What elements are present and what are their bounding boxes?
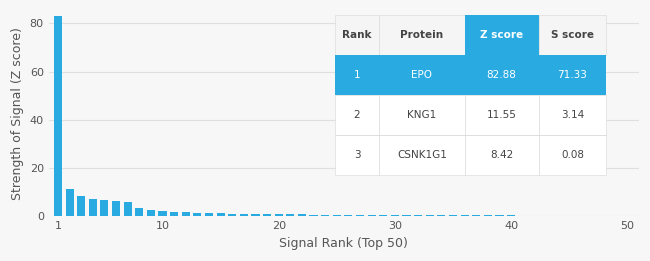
FancyBboxPatch shape (379, 95, 465, 135)
Text: 2: 2 (354, 110, 360, 120)
Bar (89, 199, 97, 216)
Bar (309, 215, 318, 216)
Text: Protein: Protein (400, 30, 443, 40)
Bar (344, 215, 352, 216)
Bar (461, 215, 469, 216)
FancyBboxPatch shape (539, 15, 606, 55)
FancyBboxPatch shape (539, 135, 606, 175)
FancyBboxPatch shape (335, 135, 379, 175)
FancyBboxPatch shape (539, 55, 606, 95)
Text: 11.55: 11.55 (487, 110, 517, 120)
Bar (449, 215, 457, 216)
Y-axis label: Strength of Signal (Z score): Strength of Signal (Z score) (11, 27, 24, 200)
Text: 1: 1 (354, 70, 360, 80)
Bar (437, 215, 445, 216)
FancyBboxPatch shape (379, 15, 465, 55)
Bar (333, 215, 341, 216)
Bar (159, 211, 166, 216)
Bar (112, 201, 120, 216)
Bar (414, 215, 422, 216)
FancyBboxPatch shape (465, 135, 539, 175)
Bar (495, 215, 504, 216)
FancyBboxPatch shape (335, 95, 379, 135)
Text: 82.88: 82.88 (487, 70, 517, 80)
Text: 0.08: 0.08 (561, 150, 584, 160)
Bar (298, 215, 306, 216)
FancyBboxPatch shape (539, 95, 606, 135)
Text: CSNK1G1: CSNK1G1 (397, 150, 447, 160)
Bar (100, 200, 109, 216)
Bar (275, 214, 283, 216)
Bar (216, 213, 225, 216)
Bar (147, 210, 155, 216)
Bar (391, 215, 399, 216)
Bar (484, 215, 492, 216)
Bar (321, 215, 330, 216)
Bar (472, 215, 480, 216)
Bar (402, 215, 411, 216)
Text: KNG1: KNG1 (408, 110, 437, 120)
FancyBboxPatch shape (465, 55, 539, 95)
Bar (228, 213, 237, 216)
Bar (286, 214, 294, 216)
Text: EPO: EPO (411, 70, 432, 80)
Text: Rank: Rank (343, 30, 372, 40)
FancyBboxPatch shape (379, 55, 465, 95)
Bar (77, 196, 85, 216)
X-axis label: Signal Rank (Top 50): Signal Rank (Top 50) (280, 237, 408, 250)
Bar (368, 215, 376, 216)
Bar (252, 214, 259, 216)
FancyBboxPatch shape (379, 135, 465, 175)
FancyBboxPatch shape (335, 15, 379, 55)
Bar (193, 213, 202, 216)
Text: Z score: Z score (480, 30, 523, 40)
Bar (356, 215, 364, 216)
FancyBboxPatch shape (465, 95, 539, 135)
Bar (66, 188, 73, 216)
Text: 8.42: 8.42 (490, 150, 514, 160)
Bar (240, 214, 248, 216)
Bar (182, 212, 190, 216)
Bar (205, 213, 213, 216)
Bar (170, 212, 178, 216)
Bar (379, 215, 387, 216)
Bar (426, 215, 434, 216)
Text: S score: S score (551, 30, 594, 40)
FancyBboxPatch shape (465, 15, 539, 55)
Bar (54, 16, 62, 216)
Text: 3.14: 3.14 (561, 110, 584, 120)
Bar (135, 208, 144, 216)
Bar (263, 214, 271, 216)
Text: 71.33: 71.33 (558, 70, 588, 80)
FancyBboxPatch shape (335, 55, 379, 95)
Text: 3: 3 (354, 150, 360, 160)
Bar (124, 202, 132, 216)
